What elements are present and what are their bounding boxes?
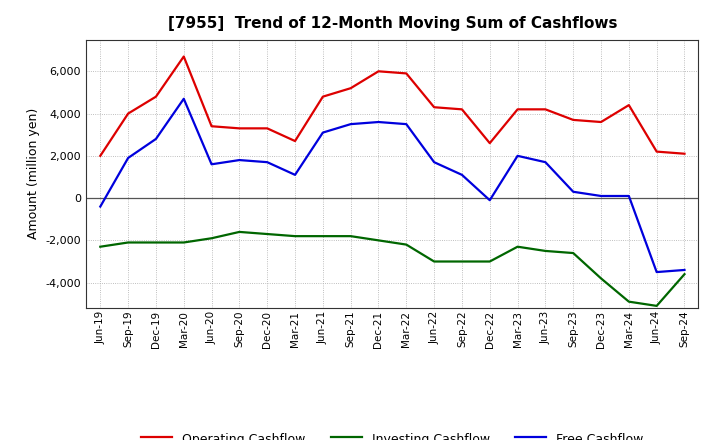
Investing Cashflow bbox=[263, 231, 271, 237]
Operating Cashflow bbox=[152, 94, 161, 99]
Free Cashflow bbox=[346, 121, 355, 127]
Operating Cashflow bbox=[485, 140, 494, 146]
Free Cashflow bbox=[513, 153, 522, 158]
Operating Cashflow bbox=[652, 149, 661, 154]
Free Cashflow bbox=[569, 189, 577, 194]
Operating Cashflow bbox=[597, 119, 606, 125]
Free Cashflow bbox=[96, 204, 104, 209]
Operating Cashflow bbox=[430, 105, 438, 110]
Operating Cashflow bbox=[179, 54, 188, 59]
Investing Cashflow bbox=[152, 240, 161, 245]
Y-axis label: Amount (million yen): Amount (million yen) bbox=[27, 108, 40, 239]
Free Cashflow bbox=[430, 160, 438, 165]
Operating Cashflow bbox=[96, 153, 104, 158]
Operating Cashflow bbox=[569, 117, 577, 123]
Investing Cashflow bbox=[207, 235, 216, 241]
Free Cashflow bbox=[485, 198, 494, 203]
Investing Cashflow bbox=[458, 259, 467, 264]
Operating Cashflow bbox=[235, 126, 243, 131]
Investing Cashflow bbox=[374, 238, 383, 243]
Investing Cashflow bbox=[652, 303, 661, 308]
Operating Cashflow bbox=[346, 85, 355, 91]
Free Cashflow bbox=[318, 130, 327, 135]
Investing Cashflow bbox=[597, 276, 606, 281]
Investing Cashflow bbox=[179, 240, 188, 245]
Free Cashflow bbox=[458, 172, 467, 177]
Free Cashflow bbox=[541, 160, 550, 165]
Line: Investing Cashflow: Investing Cashflow bbox=[100, 232, 685, 306]
Free Cashflow bbox=[235, 158, 243, 163]
Investing Cashflow bbox=[624, 299, 633, 304]
Investing Cashflow bbox=[291, 234, 300, 239]
Operating Cashflow bbox=[624, 103, 633, 108]
Investing Cashflow bbox=[569, 250, 577, 256]
Investing Cashflow bbox=[235, 229, 243, 235]
Legend: Operating Cashflow, Investing Cashflow, Free Cashflow: Operating Cashflow, Investing Cashflow, … bbox=[136, 427, 649, 440]
Operating Cashflow bbox=[680, 151, 689, 156]
Free Cashflow bbox=[179, 96, 188, 101]
Operating Cashflow bbox=[207, 124, 216, 129]
Investing Cashflow bbox=[346, 234, 355, 239]
Free Cashflow bbox=[291, 172, 300, 177]
Free Cashflow bbox=[374, 119, 383, 125]
Investing Cashflow bbox=[680, 271, 689, 277]
Title: [7955]  Trend of 12-Month Moving Sum of Cashflows: [7955] Trend of 12-Month Moving Sum of C… bbox=[168, 16, 617, 32]
Operating Cashflow bbox=[124, 111, 132, 116]
Free Cashflow bbox=[597, 193, 606, 198]
Operating Cashflow bbox=[458, 107, 467, 112]
Free Cashflow bbox=[124, 155, 132, 161]
Investing Cashflow bbox=[430, 259, 438, 264]
Free Cashflow bbox=[152, 136, 161, 142]
Investing Cashflow bbox=[318, 234, 327, 239]
Investing Cashflow bbox=[485, 259, 494, 264]
Operating Cashflow bbox=[541, 107, 550, 112]
Operating Cashflow bbox=[263, 126, 271, 131]
Free Cashflow bbox=[207, 161, 216, 167]
Operating Cashflow bbox=[402, 71, 410, 76]
Investing Cashflow bbox=[513, 244, 522, 249]
Free Cashflow bbox=[680, 268, 689, 273]
Free Cashflow bbox=[624, 193, 633, 198]
Operating Cashflow bbox=[374, 69, 383, 74]
Free Cashflow bbox=[652, 269, 661, 275]
Investing Cashflow bbox=[402, 242, 410, 247]
Investing Cashflow bbox=[96, 244, 104, 249]
Operating Cashflow bbox=[513, 107, 522, 112]
Operating Cashflow bbox=[291, 139, 300, 144]
Operating Cashflow bbox=[318, 94, 327, 99]
Investing Cashflow bbox=[541, 248, 550, 253]
Investing Cashflow bbox=[124, 240, 132, 245]
Free Cashflow bbox=[402, 121, 410, 127]
Free Cashflow bbox=[263, 160, 271, 165]
Line: Operating Cashflow: Operating Cashflow bbox=[100, 56, 685, 156]
Line: Free Cashflow: Free Cashflow bbox=[100, 99, 685, 272]
